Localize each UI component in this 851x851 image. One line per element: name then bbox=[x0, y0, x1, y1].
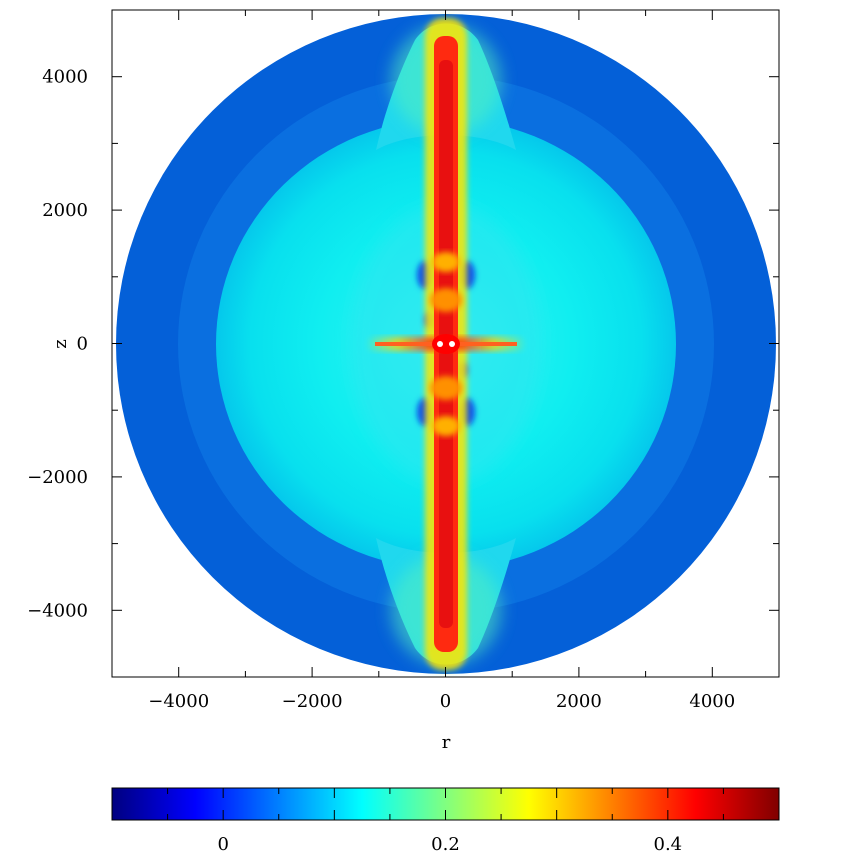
y-tick-label: 0 bbox=[77, 334, 88, 355]
y-tick-label: −2000 bbox=[27, 467, 88, 488]
x-tick-label: 2000 bbox=[556, 691, 602, 712]
colorbar: 0 0.2 0.4 bbox=[111, 787, 780, 851]
x-tick-label: −2000 bbox=[282, 691, 343, 712]
y-axis-tick-labels: 4000 2000 0 −2000 −4000 bbox=[27, 67, 88, 622]
x-tick-label: 0 bbox=[440, 691, 451, 712]
colorbar-ticks bbox=[111, 788, 780, 820]
y-tick-label: 2000 bbox=[42, 200, 88, 221]
x-tick-label: −4000 bbox=[148, 691, 209, 712]
y-tick-label: 4000 bbox=[42, 67, 88, 88]
central-point-right bbox=[449, 341, 455, 347]
y-tick-label: −4000 bbox=[27, 600, 88, 621]
x-axis-tick-labels: −4000 −2000 0 2000 4000 bbox=[148, 691, 735, 712]
jet-knots bbox=[430, 252, 462, 436]
central-point-left bbox=[437, 341, 443, 347]
central-core bbox=[432, 334, 460, 354]
colorbar-tick-labels: 0 0.2 0.4 bbox=[217, 834, 682, 851]
x-tick-label: 4000 bbox=[689, 691, 735, 712]
y-axis-label: z bbox=[50, 339, 71, 348]
x-axis-ticks bbox=[111, 10, 780, 677]
colorbar-tick-label: 0 bbox=[217, 834, 228, 851]
colorbar-tick-label: 0.2 bbox=[431, 834, 460, 851]
heatmap-field bbox=[116, 14, 776, 674]
y-axis-ticks bbox=[112, 9, 779, 678]
x-axis-label: r bbox=[442, 732, 451, 753]
colorbar-tick-label: 0.4 bbox=[654, 834, 683, 851]
